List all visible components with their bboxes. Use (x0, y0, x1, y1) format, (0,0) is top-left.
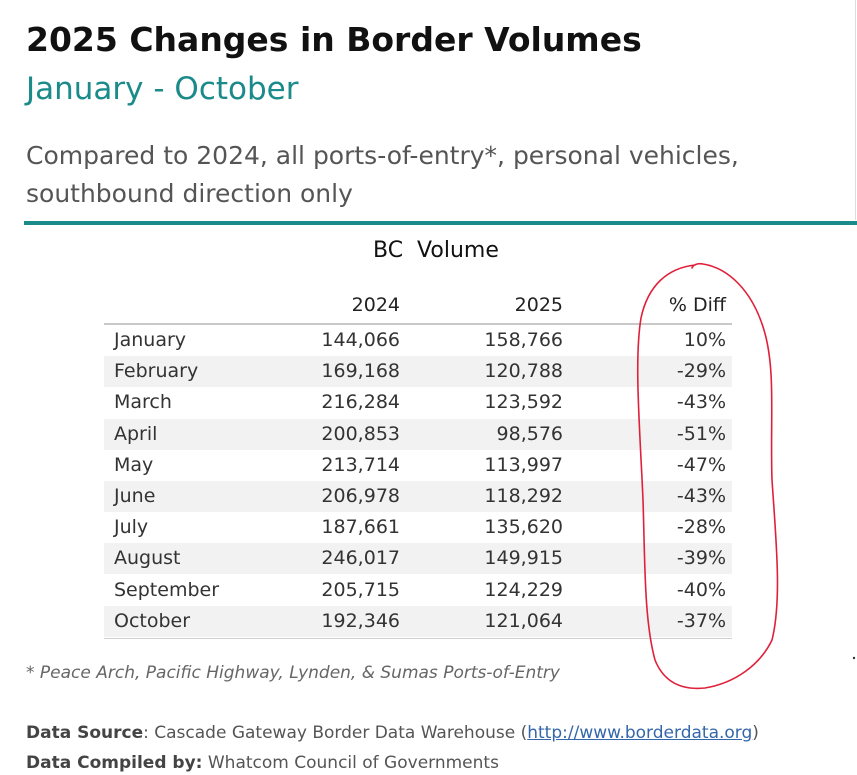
table-title: BC Volume (373, 238, 499, 263)
table-row: September 205,715 124,229 -40% (104, 575, 732, 606)
value-2025-cell: 98,576 (496, 422, 563, 445)
percent-diff-cell: -39% (676, 547, 726, 570)
value-2024-cell: 144,066 (321, 329, 400, 351)
data-source-line: Data Source: Cascade Gateway Border Data… (26, 723, 759, 743)
value-2024-cell: 213,714 (321, 453, 400, 476)
table-row: October 192,346 121,064 -37% (104, 605, 732, 637)
data-source-label: Data Source (26, 723, 144, 743)
table-row: June 206,978 118,292 -43% (104, 481, 732, 512)
value-2024-cell: 200,853 (321, 422, 400, 445)
value-2025-cell: 120,788 (484, 360, 563, 383)
month-cell: January (114, 329, 187, 351)
value-2024-cell: 192,346 (321, 609, 400, 632)
percent-diff-cell: -43% (676, 391, 726, 414)
month-cell: June (114, 485, 156, 507)
page-subtitle: January - October (26, 71, 299, 107)
value-2024-cell: 187,661 (321, 516, 400, 539)
table-row: August 246,017 149,915 -39% (104, 543, 732, 575)
table-row: April 200,853 98,576 -51% (104, 418, 732, 450)
table-row: February 169,168 120,788 -29% (104, 356, 732, 388)
percent-diff-cell: -37% (676, 609, 726, 632)
column-header-diff: % Diff (668, 294, 726, 316)
value-2025-cell: 135,620 (484, 516, 563, 539)
value-2025-cell: 158,766 (484, 329, 563, 351)
table-bottom-rule (104, 638, 732, 639)
value-2025-cell: 149,915 (484, 547, 563, 570)
header-divider (24, 221, 857, 225)
column-header-2025: 2025 (514, 294, 563, 316)
percent-diff-cell: -43% (676, 485, 726, 507)
percent-diff-cell: -47% (676, 453, 726, 476)
month-cell: May (114, 453, 154, 476)
percent-diff-cell: -51% (676, 422, 726, 445)
value-2025-cell: 123,592 (484, 391, 563, 414)
percent-diff-cell: -28% (676, 516, 726, 539)
compiled-by-line: Data Compiled by: Whatcom Council of Gov… (26, 753, 499, 773)
month-cell: October (114, 609, 191, 632)
frame-edge (855, 0, 856, 220)
month-cell: March (114, 391, 172, 414)
value-2025-cell: 113,997 (484, 453, 563, 476)
percent-diff-cell: -40% (676, 578, 726, 601)
value-2024-cell: 205,715 (321, 578, 400, 601)
value-2025-cell: 121,064 (484, 609, 563, 632)
edge-dot (852, 656, 856, 660)
footnote: * Peace Arch, Pacific Highway, Lynden, &… (26, 663, 560, 683)
data-source-link[interactable]: http://www.borderdata.org (527, 723, 753, 743)
value-2025-cell: 118,292 (484, 485, 563, 507)
table-row: March 216,284 123,592 -43% (104, 387, 732, 418)
month-cell: July (114, 516, 149, 539)
value-2024-cell: 169,168 (321, 360, 400, 383)
page-title: 2025 Changes in Border Volumes (26, 20, 642, 59)
value-2025-cell: 124,229 (484, 578, 563, 601)
page-description: Compared to 2024, all ports-of-entry*, p… (26, 141, 739, 208)
month-cell: August (114, 547, 181, 570)
table-row: July 187,661 135,620 -28% (104, 512, 732, 543)
header-rule (104, 323, 732, 325)
month-cell: April (114, 422, 158, 445)
percent-diff-cell: 10% (683, 329, 726, 351)
month-cell: September (114, 578, 220, 601)
value-2024-cell: 216,284 (321, 391, 400, 414)
table-row: January 144,066 158,766 10% (104, 325, 732, 356)
compiled-by-label: Data Compiled by: (26, 753, 203, 773)
percent-diff-cell: -29% (676, 360, 726, 383)
column-header-2024: 2024 (351, 294, 400, 316)
month-cell: February (114, 360, 199, 383)
value-2024-cell: 206,978 (321, 485, 400, 507)
data-source-text: : Cascade Gateway Border Data Warehouse … (143, 723, 528, 743)
compiled-by-text: Whatcom Council of Governments (202, 753, 499, 773)
value-2024-cell: 246,017 (321, 547, 400, 570)
table-row: May 213,714 113,997 -47% (104, 450, 732, 481)
data-source-close: ) (752, 723, 759, 743)
